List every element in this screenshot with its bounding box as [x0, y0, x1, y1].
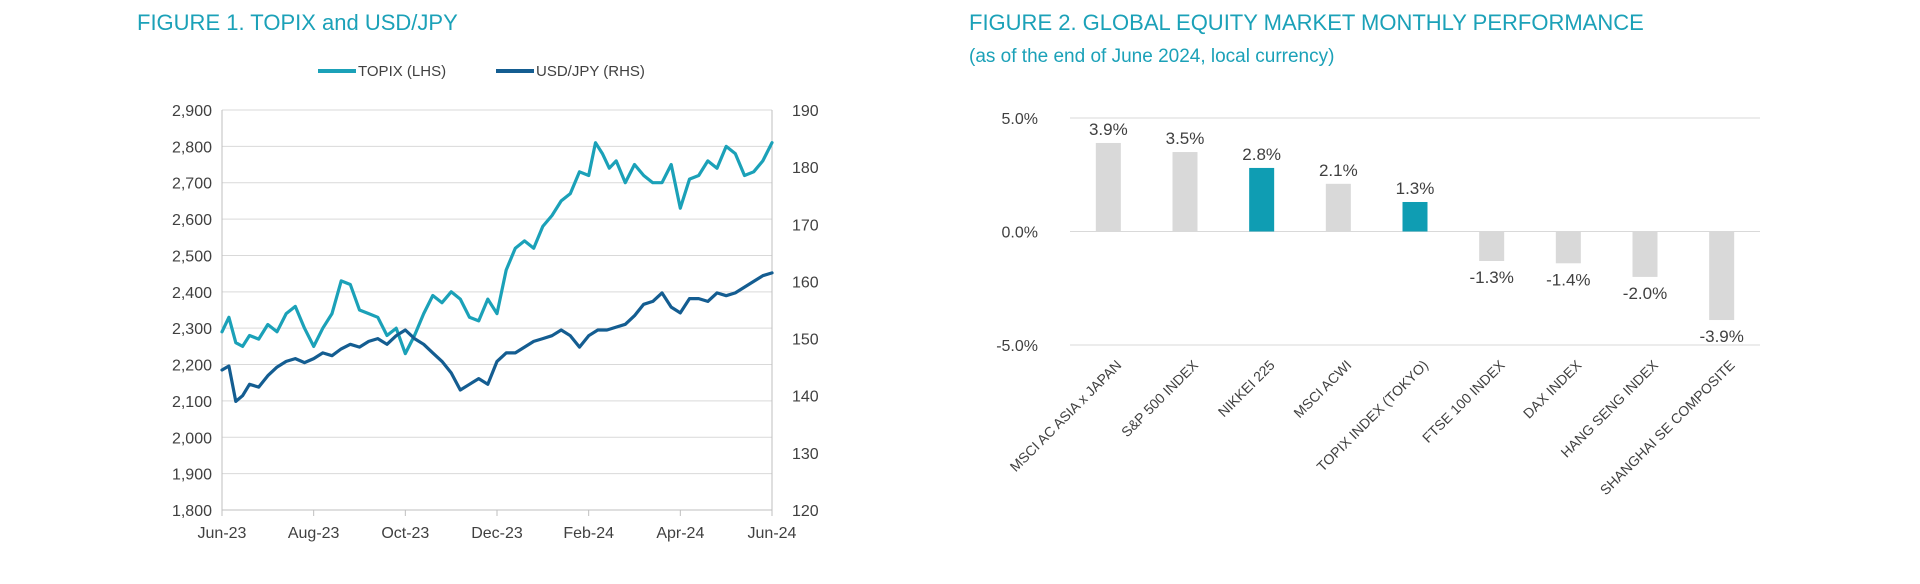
bar — [1709, 231, 1735, 321]
y-left-tick-label: 1,900 — [172, 467, 212, 484]
y-right-tick-label: 140 — [792, 389, 819, 406]
y-left-tick-label: 2,200 — [172, 358, 212, 375]
figure1-title: FIGURE 1. TOPIX and USD/JPY — [137, 10, 458, 35]
figure2-title: FIGURE 2. GLOBAL EQUITY MARKET MONTHLY P… — [969, 10, 1644, 35]
x-tick-label: Jun-24 — [748, 525, 797, 542]
y-right-tick-label: 120 — [792, 503, 819, 520]
x-tick-label: Apr-24 — [656, 525, 704, 542]
category-label: SHANGHAI SE COMPOSITE — [1597, 357, 1738, 498]
y-left-tick-label: 2,100 — [172, 394, 212, 411]
figure2-subtitle: (as of the end of June 2024, local curre… — [969, 46, 1335, 67]
bar-data-label: -1.4% — [1546, 270, 1590, 289]
bar — [1325, 183, 1351, 232]
y-left-tick-label: 2,800 — [172, 139, 212, 156]
y-right-tick-label: 190 — [792, 103, 819, 120]
bar-data-label: 3.9% — [1089, 120, 1128, 139]
category-label: DAX INDEX — [1520, 356, 1585, 421]
y-right-tick-label: 150 — [792, 332, 819, 349]
y-right-tick-label: 130 — [792, 446, 819, 463]
bar-data-label: 1.3% — [1396, 179, 1435, 198]
category-label: S&P 500 INDEX — [1118, 356, 1202, 440]
bar-data-label: -2.0% — [1623, 284, 1667, 303]
y-left-tick-label: 2,900 — [172, 103, 212, 120]
y-left-tick-label: 2,500 — [172, 248, 212, 265]
series-line-usdjpy — [220, 271, 774, 403]
y-right-tick-label: 180 — [792, 160, 819, 177]
y-tick-label: 5.0% — [1002, 111, 1038, 128]
y-tick-label: -5.0% — [996, 338, 1038, 355]
topix-usdjpy-line-chart: 1,800 1,900 2,000 2,100 2,200 2,300 2,400 2,500… — [172, 63, 819, 542]
y-right-tick-label: 170 — [792, 217, 819, 234]
bar — [1095, 142, 1121, 232]
legend-entry: USD/JPY (RHS) — [536, 63, 645, 80]
bar — [1249, 167, 1275, 232]
legend-entry: TOPIX (LHS) — [358, 63, 446, 80]
y-left-tick-label: 2,700 — [172, 176, 212, 193]
y-left-tick-label: 1,800 — [172, 503, 212, 520]
bar — [1172, 152, 1198, 232]
y-left-tick-label: 2,000 — [172, 430, 212, 447]
y-left-tick-label: 2,300 — [172, 321, 212, 338]
x-tick-label: Aug-23 — [288, 525, 340, 542]
series-line-topix — [220, 141, 774, 356]
x-tick-label: Dec-23 — [471, 525, 523, 542]
y-tick-label: 0.0% — [1002, 225, 1038, 242]
x-tick-label: Jun-23 — [198, 525, 247, 542]
bar-data-label: -3.9% — [1699, 327, 1743, 346]
y-right-tick-label: 160 — [792, 274, 819, 291]
bar-data-label: 2.8% — [1242, 145, 1281, 164]
bar-data-label: 2.1% — [1319, 161, 1358, 180]
bar-data-label: 3.5% — [1166, 129, 1205, 148]
category-label: NIKKEI 225 — [1215, 357, 1278, 420]
bar — [1402, 201, 1428, 232]
category-label: FTSE 100 INDEX — [1419, 356, 1508, 445]
x-tick-label: Oct-23 — [381, 525, 429, 542]
bar — [1479, 231, 1505, 262]
category-label: MSCI ACWI — [1290, 357, 1354, 421]
category-label: MSCI AC ASIA x JAPAN — [1007, 357, 1125, 475]
bar — [1632, 231, 1658, 277]
bar — [1555, 231, 1581, 264]
bar-data-label: -1.3% — [1469, 268, 1513, 287]
y-left-tick-label: 2,600 — [172, 212, 212, 229]
y-left-tick-label: 2,400 — [172, 285, 212, 302]
x-tick-label: Feb-24 — [563, 525, 614, 542]
